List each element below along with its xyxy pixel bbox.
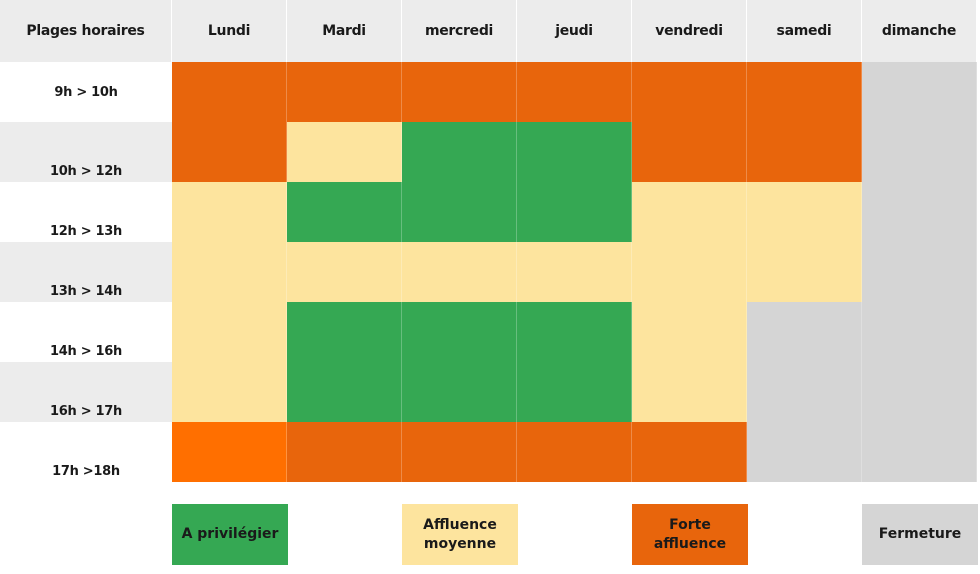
affluence-cell-orange — [632, 62, 747, 122]
time-slot-label: 12h > 13h — [0, 182, 172, 242]
affluence-cell-green — [287, 182, 402, 242]
affluence-cell-orange — [747, 62, 862, 122]
legend-affluence-moyenne: Affluence moyenne — [402, 504, 518, 565]
day-header-mercredi: mercredi — [402, 0, 517, 62]
day-header-jeudi: jeudi — [517, 0, 632, 62]
affluence-cell-orange — [402, 422, 517, 482]
affluence-cell-green — [517, 182, 632, 242]
day-header-mardi: Mardi — [287, 0, 402, 62]
affluence-cell-grey — [862, 302, 977, 362]
affluence-cell-green — [287, 302, 402, 362]
legend-fermeture: Fermeture — [862, 504, 978, 565]
affluence-cell-grey — [862, 62, 977, 122]
legend-a-privilegier: A privilégier — [172, 504, 288, 565]
affluence-cell-yellow — [632, 182, 747, 242]
day-header-dimanche: dimanche — [862, 0, 977, 62]
affluence-cell-grey — [862, 362, 977, 422]
affluence-cell-grey — [862, 122, 977, 182]
day-header-lundi: Lundi — [172, 0, 287, 62]
affluence-cell-orange — [172, 62, 287, 122]
time-slot-label: 17h >18h — [0, 422, 172, 482]
time-slot-label: 13h > 14h — [0, 242, 172, 302]
affluence-cell-green — [402, 122, 517, 182]
affluence-cell-grey — [747, 302, 862, 362]
schedule-grid: Plages horaires Lundi Mardi mercredi jeu… — [0, 0, 977, 482]
affluence-cell-yellow — [172, 362, 287, 422]
affluence-cell-orange-bright — [172, 422, 287, 482]
affluence-cell-green — [402, 302, 517, 362]
time-slot-label: 10h > 12h — [0, 122, 172, 182]
affluence-cell-yellow — [402, 242, 517, 302]
corner-header: Plages horaires — [0, 0, 172, 62]
time-slot-label: 14h > 16h — [0, 302, 172, 362]
affluence-cell-grey — [862, 182, 977, 242]
legend-forte-affluence: Forte affluence — [632, 504, 748, 565]
affluence-cell-yellow — [172, 242, 287, 302]
affluence-cell-yellow — [172, 182, 287, 242]
affluence-cell-orange — [402, 62, 517, 122]
affluence-cell-orange — [747, 122, 862, 182]
affluence-cell-yellow — [517, 242, 632, 302]
affluence-cell-green — [517, 302, 632, 362]
affluence-cell-grey — [747, 362, 862, 422]
affluence-cell-green — [287, 362, 402, 422]
affluence-cell-green — [517, 362, 632, 422]
affluence-cell-grey — [747, 422, 862, 482]
affluence-cell-grey — [862, 422, 977, 482]
affluence-cell-orange — [287, 422, 402, 482]
day-header-vendredi: vendredi — [632, 0, 747, 62]
affluence-cell-yellow — [287, 122, 402, 182]
time-slot-label: 9h > 10h — [0, 62, 172, 122]
affluence-cell-yellow — [632, 302, 747, 362]
affluence-cell-yellow — [172, 302, 287, 362]
affluence-cell-orange — [517, 62, 632, 122]
affluence-cell-yellow — [287, 242, 402, 302]
affluence-cell-orange — [632, 122, 747, 182]
affluence-cell-orange — [172, 122, 287, 182]
affluence-cell-yellow — [632, 242, 747, 302]
affluence-cell-green — [402, 182, 517, 242]
affluence-cell-yellow — [747, 182, 862, 242]
day-header-samedi: samedi — [747, 0, 862, 62]
affluence-cell-orange — [517, 422, 632, 482]
affluence-cell-yellow — [632, 362, 747, 422]
affluence-cell-orange — [632, 422, 747, 482]
affluence-cell-grey — [862, 242, 977, 302]
affluence-cell-green — [517, 122, 632, 182]
affluence-cell-orange — [287, 62, 402, 122]
affluence-cell-green — [402, 362, 517, 422]
affluence-cell-yellow — [747, 242, 862, 302]
time-slot-label: 16h > 17h — [0, 362, 172, 422]
